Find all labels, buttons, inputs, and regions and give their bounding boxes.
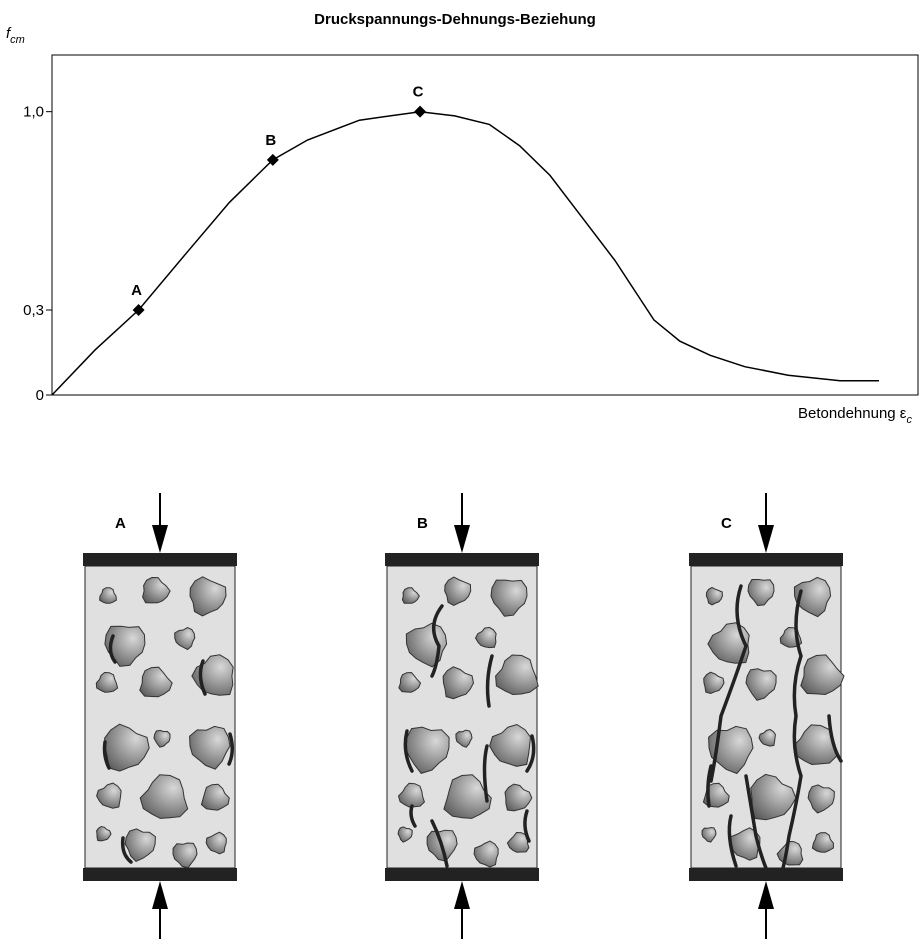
- x-label-sub: c: [907, 414, 913, 426]
- load-plate: [385, 868, 539, 881]
- y-axis-label: fcm: [6, 25, 25, 46]
- arrow-head: [152, 881, 168, 909]
- point-label: C: [413, 84, 424, 101]
- curve: [52, 112, 879, 395]
- arrow-head: [758, 881, 774, 909]
- point-marker: [414, 106, 426, 118]
- point-label: B: [265, 132, 276, 149]
- arrow-head: [152, 525, 168, 553]
- x-axis-label: Betondehnung εc: [798, 405, 912, 426]
- load-plate: [83, 553, 237, 566]
- y-tick-label: 0: [36, 387, 44, 404]
- specimen-label: C: [721, 515, 732, 532]
- load-plate: [385, 553, 539, 566]
- specimen-label: B: [417, 515, 428, 532]
- plot-frame: [52, 55, 918, 395]
- y-label-sub: cm: [10, 34, 25, 46]
- arrow-head: [454, 881, 470, 909]
- chart-title: Druckspannungs-Dehnungs-Beziehung: [314, 11, 596, 28]
- arrow-head: [758, 525, 774, 553]
- load-plate: [689, 868, 843, 881]
- x-label-main: Betondehnung ε: [798, 405, 907, 422]
- load-plate: [83, 868, 237, 881]
- arrow-head: [454, 525, 470, 553]
- specimens: A B C: [83, 493, 844, 939]
- figure: Druckspannungs-Dehnungs-Beziehung fcm Be…: [0, 0, 923, 939]
- y-tick-label: 0,3: [23, 302, 44, 319]
- point-label: A: [131, 282, 142, 299]
- y-tick-label: 1,0: [23, 104, 44, 121]
- load-plate: [689, 553, 843, 566]
- chart: 0 0,3 1,0 A B C: [23, 84, 879, 404]
- specimen-label: A: [115, 515, 126, 532]
